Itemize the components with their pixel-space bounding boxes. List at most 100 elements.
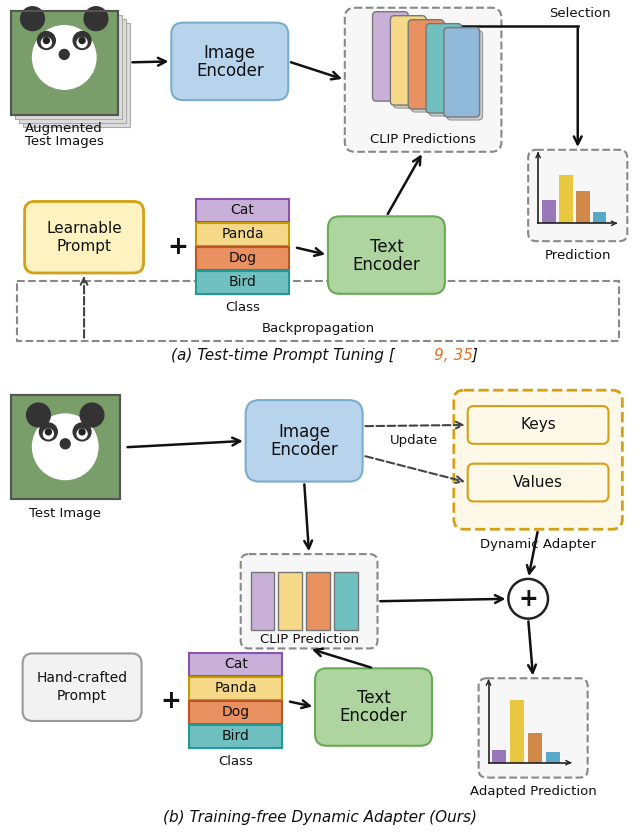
Text: Cat: Cat <box>231 203 255 218</box>
Text: Test Image: Test Image <box>29 507 101 520</box>
Text: Values: Values <box>513 475 563 490</box>
FancyBboxPatch shape <box>444 28 479 117</box>
Text: (b) Training-free Dynamic Adapter (Ours): (b) Training-free Dynamic Adapter (Ours) <box>163 810 477 825</box>
Text: Panda: Panda <box>221 227 264 241</box>
FancyBboxPatch shape <box>528 150 627 241</box>
Bar <box>542 200 556 224</box>
Text: Update: Update <box>390 435 438 447</box>
Circle shape <box>77 38 87 48</box>
Circle shape <box>80 403 104 427</box>
Bar <box>196 199 289 223</box>
Text: Test Images: Test Images <box>25 135 104 148</box>
Bar <box>334 572 358 630</box>
Bar <box>189 677 282 700</box>
Text: Bird: Bird <box>222 729 250 743</box>
FancyBboxPatch shape <box>345 8 501 152</box>
Text: ]: ] <box>472 348 477 363</box>
Text: Panda: Panda <box>214 681 257 696</box>
Bar <box>593 212 607 224</box>
Text: +: + <box>518 587 538 610</box>
Text: Dog: Dog <box>221 705 250 719</box>
FancyBboxPatch shape <box>429 27 465 116</box>
Text: Image: Image <box>204 44 256 63</box>
Circle shape <box>20 7 44 31</box>
Text: Hand-crafted: Hand-crafted <box>36 671 127 686</box>
Text: Backpropagation: Backpropagation <box>262 322 374 335</box>
Circle shape <box>33 26 96 89</box>
Text: Dog: Dog <box>228 251 257 265</box>
Text: Encoder: Encoder <box>270 441 338 459</box>
Text: Text: Text <box>369 239 403 256</box>
Text: Prediction: Prediction <box>545 249 611 262</box>
FancyBboxPatch shape <box>412 23 447 112</box>
Bar <box>196 224 289 246</box>
Text: Text: Text <box>356 689 390 707</box>
Text: Prompt: Prompt <box>57 689 107 703</box>
Text: Cat: Cat <box>224 657 248 671</box>
Text: Encoder: Encoder <box>196 63 264 80</box>
FancyBboxPatch shape <box>408 20 444 109</box>
Text: Adapted Prediction: Adapted Prediction <box>470 785 596 798</box>
Bar <box>189 725 282 748</box>
FancyBboxPatch shape <box>172 23 288 100</box>
Circle shape <box>42 38 51 48</box>
Bar <box>11 395 120 500</box>
Circle shape <box>508 579 548 619</box>
Circle shape <box>44 429 53 439</box>
FancyBboxPatch shape <box>315 668 432 746</box>
Circle shape <box>77 429 87 439</box>
Bar <box>11 395 120 500</box>
Bar <box>278 572 302 630</box>
Text: CLIP Predictions: CLIP Predictions <box>370 133 476 146</box>
Text: Class: Class <box>218 756 253 768</box>
FancyBboxPatch shape <box>479 678 588 777</box>
Bar <box>251 572 275 630</box>
Bar <box>22 23 130 127</box>
Bar <box>11 11 118 115</box>
FancyBboxPatch shape <box>447 31 483 120</box>
FancyBboxPatch shape <box>454 390 622 530</box>
Circle shape <box>40 423 58 441</box>
Bar <box>559 175 573 224</box>
FancyBboxPatch shape <box>22 653 141 721</box>
Text: +: + <box>161 689 182 713</box>
Circle shape <box>79 429 85 435</box>
Circle shape <box>27 403 51 427</box>
Text: Encoder: Encoder <box>340 707 408 725</box>
FancyBboxPatch shape <box>390 16 426 105</box>
Circle shape <box>60 439 70 449</box>
FancyBboxPatch shape <box>328 216 445 294</box>
Circle shape <box>44 38 49 43</box>
Circle shape <box>73 32 91 49</box>
Text: (a) Test-time Prompt Tuning [: (a) Test-time Prompt Tuning [ <box>172 348 395 363</box>
Circle shape <box>73 423 91 441</box>
Text: Dynamic Adapter: Dynamic Adapter <box>480 538 596 550</box>
Text: Encoder: Encoder <box>353 256 420 274</box>
Circle shape <box>38 32 55 49</box>
Bar <box>510 700 524 762</box>
Text: CLIP Prediction: CLIP Prediction <box>260 633 358 646</box>
Circle shape <box>45 429 51 435</box>
Text: Class: Class <box>225 301 260 314</box>
Bar <box>17 281 620 340</box>
FancyBboxPatch shape <box>241 554 378 649</box>
FancyBboxPatch shape <box>372 12 408 101</box>
Text: Prompt: Prompt <box>56 239 111 254</box>
Bar <box>189 653 282 676</box>
Bar <box>306 572 330 630</box>
Bar <box>528 732 542 762</box>
Text: Learnable: Learnable <box>46 221 122 236</box>
FancyBboxPatch shape <box>394 18 429 108</box>
Bar <box>19 18 125 123</box>
FancyBboxPatch shape <box>426 23 461 113</box>
Text: +: + <box>168 235 189 259</box>
Text: Bird: Bird <box>228 275 257 289</box>
Bar <box>196 247 289 270</box>
FancyBboxPatch shape <box>468 464 609 501</box>
Text: 9, 35: 9, 35 <box>434 348 473 363</box>
Bar <box>15 15 122 119</box>
Text: Keys: Keys <box>520 418 556 433</box>
Bar <box>196 271 289 294</box>
Circle shape <box>33 414 98 480</box>
Bar <box>189 701 282 724</box>
